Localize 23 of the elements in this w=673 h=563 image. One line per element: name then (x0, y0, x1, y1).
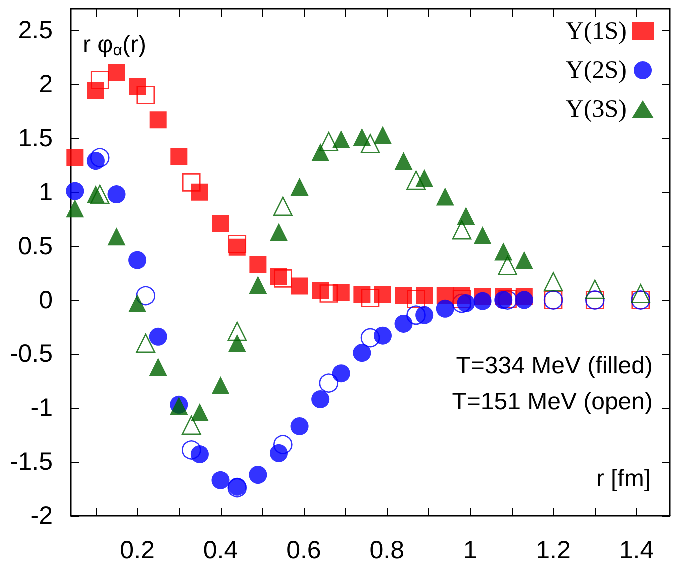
y-tick-label: 0 (39, 286, 53, 314)
x-tick-label: 0.4 (203, 536, 238, 563)
legend-label: Υ(2S) (566, 57, 627, 84)
legend-label: Υ(1S) (566, 18, 627, 45)
y-tick-label: -1 (30, 394, 53, 422)
x-tick-label: 1 (463, 536, 478, 563)
x-tick-label: 0.2 (120, 536, 155, 563)
y-tick-label: -0.5 (10, 340, 53, 368)
y-tick-label: 1.5 (18, 124, 53, 152)
x-tick-label: 1.4 (619, 536, 654, 563)
y-tick-label: -1.5 (10, 448, 53, 476)
x-tick-label: 0.8 (370, 536, 405, 563)
y-tick-label: 0.5 (18, 232, 53, 260)
x-axis-title: r [fm] (596, 466, 651, 492)
x-tick-label: 1.2 (536, 536, 571, 563)
legend-label: Υ(3S) (566, 96, 627, 123)
y-tick-label: 1 (39, 178, 53, 206)
y-tick-label: -2 (30, 502, 53, 530)
y-tick-label: 2 (39, 70, 53, 99)
annotation: T=334 MeV (filled) (456, 352, 653, 380)
annotation: T=151 MeV (open) (452, 388, 653, 416)
x-tick-label: 0.6 (286, 536, 322, 563)
y-tick-label: 2.5 (18, 16, 53, 45)
